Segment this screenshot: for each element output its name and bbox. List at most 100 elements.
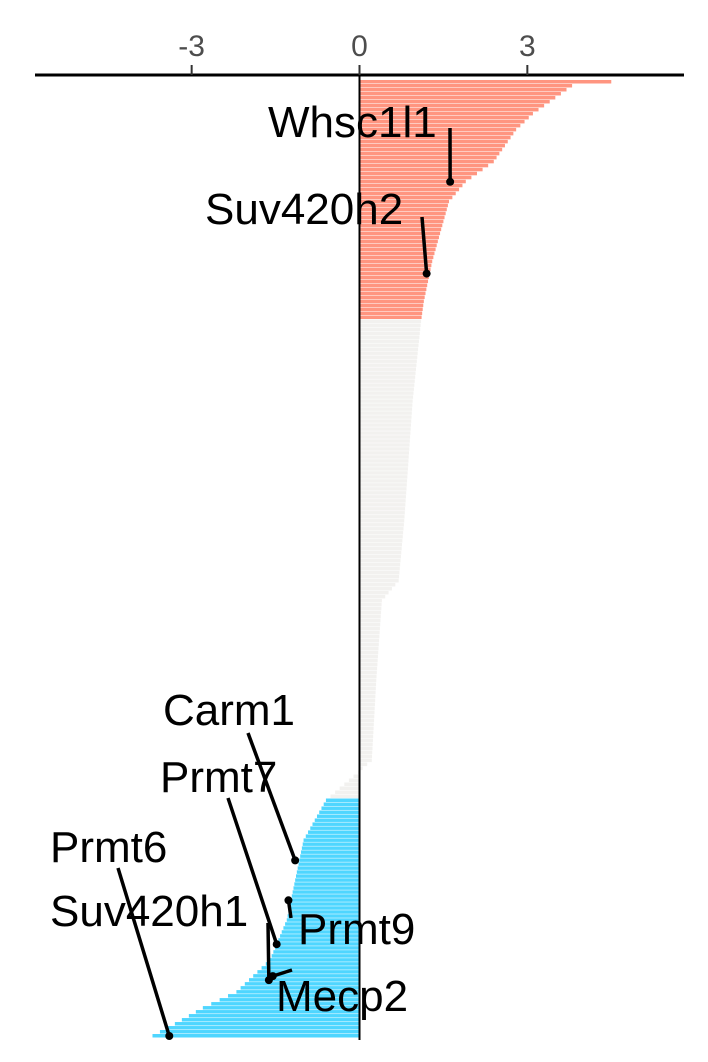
bar xyxy=(359,710,375,715)
bar xyxy=(359,598,382,603)
bar xyxy=(359,634,380,639)
bar xyxy=(359,399,413,403)
bar xyxy=(359,103,545,108)
bar xyxy=(299,858,360,862)
bar xyxy=(359,127,517,132)
bar xyxy=(359,219,444,224)
bar xyxy=(316,814,360,818)
bar xyxy=(359,582,396,587)
bar xyxy=(353,774,360,779)
bar xyxy=(303,838,360,842)
bar xyxy=(359,559,401,563)
bar xyxy=(359,375,416,379)
bar xyxy=(359,179,466,184)
bar xyxy=(339,786,360,791)
bar xyxy=(359,171,477,176)
bar xyxy=(359,343,419,347)
bar xyxy=(359,495,406,499)
bar xyxy=(359,670,377,675)
bar xyxy=(308,830,360,834)
gene-labels: Whsc1l1 Suv420h2 Carm1 Prmt9 Prmt7 Suv420h1 Me… xyxy=(50,98,455,1041)
bar xyxy=(344,782,360,787)
bar xyxy=(244,982,360,986)
bar xyxy=(359,411,412,415)
bar xyxy=(359,95,556,100)
gene-label-text: Suv420h2 xyxy=(205,185,403,234)
bar xyxy=(278,938,360,942)
bar xyxy=(359,339,419,343)
bar xyxy=(305,834,360,838)
bar xyxy=(359,447,410,451)
bar xyxy=(359,107,539,112)
bar xyxy=(359,87,567,92)
bar xyxy=(359,323,421,327)
bar xyxy=(359,694,376,699)
bar xyxy=(359,594,386,599)
bar xyxy=(359,726,374,731)
bar xyxy=(228,994,360,998)
bar xyxy=(359,487,407,491)
bar xyxy=(359,279,429,284)
bar xyxy=(359,551,402,555)
gene-label-connector xyxy=(116,867,171,1037)
bar xyxy=(152,1034,360,1038)
bar xyxy=(359,155,497,160)
x-tick-label: 0 xyxy=(351,30,368,63)
bar xyxy=(359,682,377,687)
bar xyxy=(359,467,408,471)
gene-point xyxy=(422,269,431,278)
bar xyxy=(359,167,483,172)
gene-label-text: Mecp2 xyxy=(276,972,408,1021)
bar xyxy=(359,195,453,200)
bar xyxy=(359,247,436,252)
bar xyxy=(359,602,382,607)
bar xyxy=(202,1006,360,1010)
bar xyxy=(261,966,360,970)
bar xyxy=(359,387,414,391)
bar xyxy=(359,151,500,156)
bar xyxy=(359,515,405,519)
bar xyxy=(359,263,432,268)
bar xyxy=(359,678,377,683)
bar xyxy=(359,415,412,419)
gene-point xyxy=(446,177,455,186)
gene-label-text: Whsc1l1 xyxy=(268,98,437,147)
gene-label-text: Suv420h1 xyxy=(50,887,248,936)
bar xyxy=(359,451,410,455)
bar xyxy=(359,730,374,735)
gene-point xyxy=(272,940,281,949)
bar xyxy=(188,1014,360,1018)
bar xyxy=(359,439,410,443)
bar xyxy=(359,630,380,635)
bar xyxy=(359,175,472,180)
gene-label-connector xyxy=(420,216,429,274)
bar xyxy=(348,778,360,783)
bar xyxy=(286,918,360,922)
bar xyxy=(359,686,376,691)
bar xyxy=(359,483,407,487)
bar xyxy=(359,119,525,124)
bar xyxy=(323,802,360,806)
bar xyxy=(359,395,414,399)
bar xyxy=(359,475,408,479)
bar xyxy=(359,547,402,551)
bar xyxy=(359,191,456,196)
bar xyxy=(181,1018,360,1022)
bar xyxy=(359,758,372,763)
bar xyxy=(359,135,511,140)
bar xyxy=(359,319,422,323)
bar xyxy=(359,243,437,248)
bar xyxy=(359,359,417,363)
bar xyxy=(359,638,380,643)
bar xyxy=(359,207,447,212)
bar xyxy=(359,479,408,483)
bar xyxy=(291,894,360,898)
bar xyxy=(359,299,424,304)
bar xyxy=(359,746,373,751)
bar xyxy=(359,702,375,707)
bar xyxy=(292,890,360,894)
bar xyxy=(359,722,374,727)
x-tick-label: -3 xyxy=(178,30,205,63)
bar xyxy=(359,435,411,439)
